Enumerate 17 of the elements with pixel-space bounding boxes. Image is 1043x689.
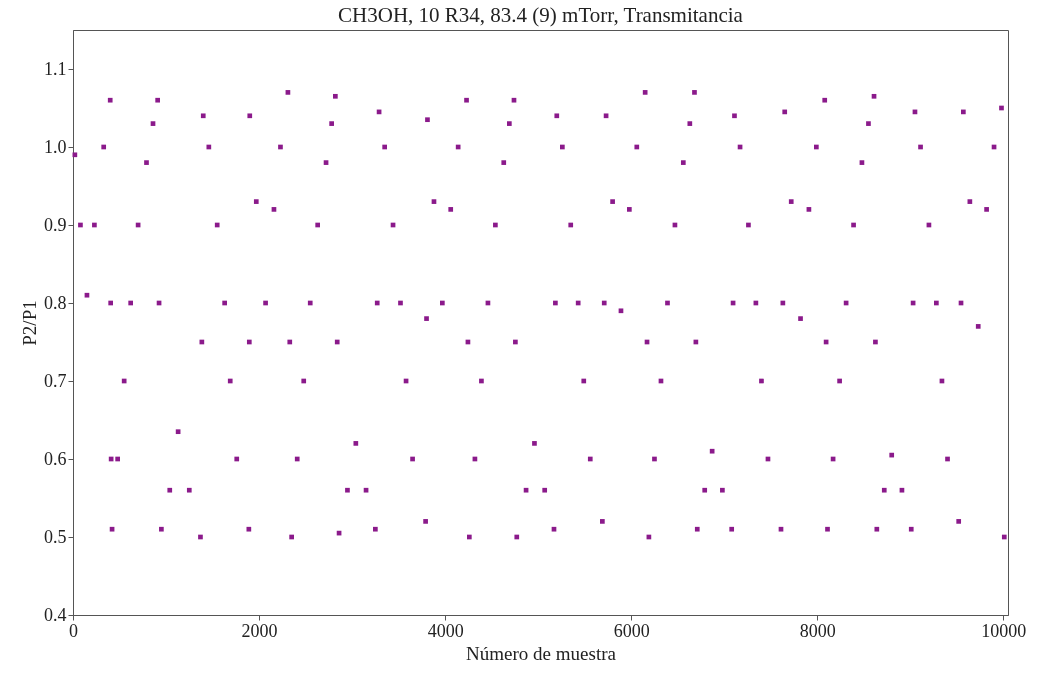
y-tick-label: 0.4 [44,604,67,625]
y-tick-label: 1.1 [44,58,67,79]
chart-title: CH3OH, 10 R34, 83.4 (9) mTorr, Transmitancia [338,3,744,27]
x-tick-label: 4000 [427,620,464,641]
y-axis-title: P2/P1 [19,300,40,346]
x-tick-label: 10000 [981,620,1027,641]
y-tick-label: 0.7 [44,370,67,391]
y-tick-label: 0.6 [44,448,67,469]
x-axis-title: Número de muestra [466,642,617,664]
x-tick-label: 6000 [613,620,650,641]
x-tick-label: 8000 [799,620,836,641]
x-tick-label: 2000 [241,620,278,641]
y-tick-label: 0.8 [44,292,67,313]
y-tick-label: 1.0 [44,136,67,157]
y-tick-label: 0.9 [44,214,67,235]
x-tick-label: 0 [69,620,78,641]
y-tick-label: 0.5 [44,526,67,547]
